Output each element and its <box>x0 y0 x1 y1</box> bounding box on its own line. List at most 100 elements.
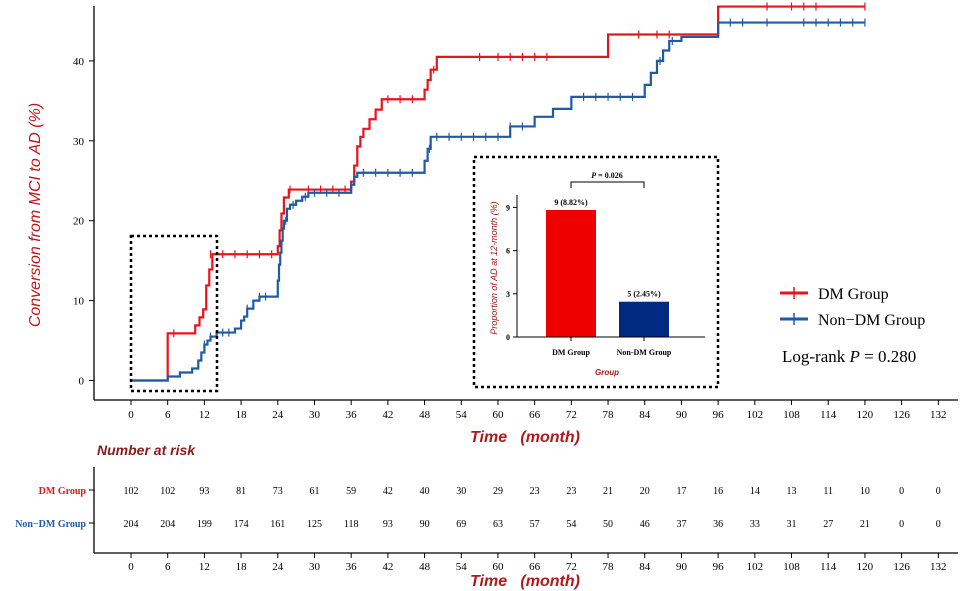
km-series-group <box>131 2 866 382</box>
inset-y-axis-label: Proportion of AD at 12-month (%) <box>489 201 499 334</box>
inset-y-tick-label: 6 <box>506 247 510 256</box>
risk-cell: 10 <box>860 486 870 497</box>
risk-cell: 73 <box>273 486 283 497</box>
risk-x-tick-label: 36 <box>346 561 358 573</box>
inset-x-axis-label: Group <box>595 368 619 377</box>
risk-table-title: Number at risk <box>97 442 196 458</box>
km-x-axis-label: Time (month) <box>470 429 580 446</box>
risk-x-tick-label: 0 <box>128 561 134 573</box>
inset-bar <box>619 301 669 337</box>
inset-data-label: 5 (2.45%) <box>627 290 661 299</box>
risk-x-tick-label: 54 <box>456 561 468 573</box>
km-x-tick-label: 0 <box>128 409 134 421</box>
inset-data-label: 9 (8.82%) <box>554 198 588 207</box>
risk-cell: 17 <box>676 486 686 497</box>
risk-cell: 102 <box>124 486 139 497</box>
risk-cell: 20 <box>640 486 650 497</box>
km-y-tick-label: 40 <box>73 56 85 68</box>
risk-cell: 31 <box>787 519 797 530</box>
risk-cell: 21 <box>860 519 870 530</box>
risk-x-tick-label: 120 <box>857 561 874 573</box>
inset-y-tick-label: 0 <box>506 333 510 342</box>
km-x-tick-label: 48 <box>419 409 431 421</box>
km-legend: DM Group Non−DM Group Log-rank P = 0.280 <box>780 286 925 366</box>
risk-cell: 13 <box>787 486 797 497</box>
risk-cell: 61 <box>309 486 319 497</box>
km-y-axis-label: Conversion from MCI to AD (%) <box>27 103 44 327</box>
risk-cell: 29 <box>493 486 503 497</box>
risk-x-tick-label: 84 <box>639 561 651 573</box>
risk-cell: 21 <box>603 486 613 497</box>
risk-x-tick-label: 48 <box>419 561 431 573</box>
risk-cell: 50 <box>603 519 613 530</box>
risk-cell: 125 <box>307 519 322 530</box>
km-x-tick-label: 120 <box>857 409 874 421</box>
risk-x-tick-label: 18 <box>236 561 248 573</box>
risk-cell: 14 <box>750 486 760 497</box>
km-x-tick-label: 6 <box>165 409 171 421</box>
km-x-tick-label: 96 <box>713 409 725 421</box>
km-x-tick-label: 84 <box>639 409 651 421</box>
risk-cell: 27 <box>823 519 833 530</box>
risk-cell: 93 <box>199 486 209 497</box>
km-x-tick-label: 66 <box>529 409 541 421</box>
km-x-tick-label: 18 <box>236 409 248 421</box>
inset-bar <box>546 209 596 337</box>
risk-cell-group: 102 102 93 81 73 61 59 42 40 30 29 23 23 21 20 17 16 14 13… <box>89 486 947 573</box>
risk-x-axis-label: Time (month) <box>470 573 580 590</box>
risk-cell: 0 <box>936 519 941 530</box>
risk-cell: 90 <box>420 519 430 530</box>
km-x-tick-label: 126 <box>893 409 910 421</box>
km-x-tick-label: 54 <box>456 409 468 421</box>
risk-cell: 69 <box>456 519 466 530</box>
km-x-tick-label: 42 <box>382 409 393 421</box>
risk-x-tick-label: 108 <box>783 561 800 573</box>
risk-cell: 63 <box>493 519 503 530</box>
km-x-tick-label: 72 <box>566 409 577 421</box>
risk-x-tick-label: 24 <box>272 561 284 573</box>
inset-category-label: DM Group <box>552 348 590 357</box>
risk-cell: 40 <box>420 486 430 497</box>
risk-x-tick-label: 114 <box>820 561 837 573</box>
km-x-tick-label: 30 <box>309 409 321 421</box>
risk-cell: 204 <box>160 519 175 530</box>
km-x-tick-label: 114 <box>820 409 837 421</box>
risk-row-label-dm: DM Group <box>39 486 87 497</box>
risk-cell: 57 <box>530 519 540 530</box>
risk-cell: 42 <box>383 486 393 497</box>
risk-x-tick-label: 6 <box>165 561 171 573</box>
risk-cell: 11 <box>823 486 833 497</box>
risk-cell: 33 <box>750 519 760 530</box>
risk-cell: 46 <box>640 519 650 530</box>
inset-significance-bracket <box>570 181 645 188</box>
risk-cell: 23 <box>566 486 576 497</box>
inset-p-annotation: P = 0.026 <box>591 171 622 180</box>
legend-label-non-dm: Non−DM Group <box>818 312 925 329</box>
km-x-tick-label: 60 <box>492 409 504 421</box>
km-y-tick-label: 30 <box>73 136 85 148</box>
inset-bar-group: 0 3 6 9 9 (8.82%) DM Group 5 (2.45%) Non-DM Gro… <box>506 198 672 357</box>
inset-y-tick-label: 9 <box>506 203 510 212</box>
inset-bar-chart: 0 3 6 9 9 (8.82%) DM Group 5 (2.45%) Non-DM Gro… <box>472 155 720 389</box>
km-x-tick-label: 36 <box>346 409 358 421</box>
zoom-region-box <box>129 234 219 393</box>
risk-cell: 0 <box>899 486 904 497</box>
inset-category-label: Non-DM Group <box>617 348 672 357</box>
inset-y-tick-label: 3 <box>506 290 510 299</box>
risk-cell: 102 <box>160 486 175 497</box>
risk-x-tick-label: 132 <box>930 561 947 573</box>
km-x-tick-label: 108 <box>783 409 800 421</box>
km-series-line-dm <box>131 5 865 382</box>
risk-x-tick-label: 60 <box>492 561 504 573</box>
risk-table: Number at risk DM Group Non−DM Group 102… <box>15 442 958 590</box>
risk-x-tick-label: 90 <box>676 561 688 573</box>
km-x-tick-label: 102 <box>747 409 764 421</box>
risk-cell: 0 <box>936 486 941 497</box>
risk-cell: 30 <box>456 486 466 497</box>
logrank-text: Log-rank P = 0.280 <box>782 347 916 366</box>
risk-cell: 59 <box>346 486 356 497</box>
risk-cell: 118 <box>344 519 359 530</box>
risk-cell: 199 <box>197 519 212 530</box>
km-x-tick-label: 132 <box>930 409 947 421</box>
